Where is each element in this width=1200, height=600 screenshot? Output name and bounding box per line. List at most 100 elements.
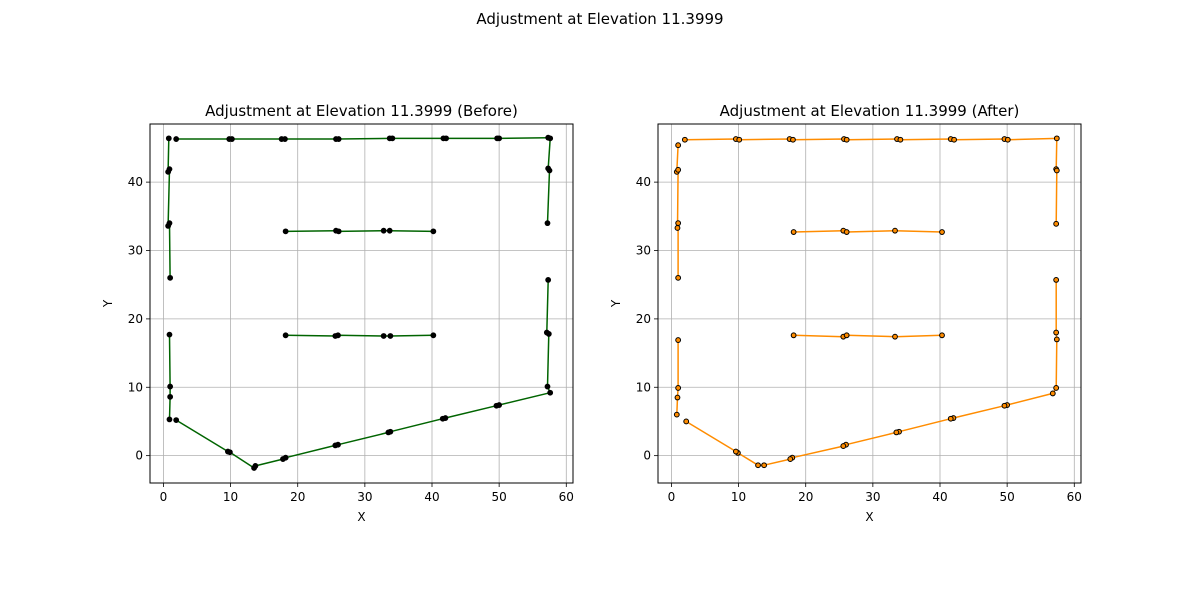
data-point — [335, 228, 342, 235]
series-line — [285, 229, 434, 233]
data-point — [545, 331, 552, 337]
data-point — [166, 416, 173, 423]
data-point — [755, 462, 761, 469]
data-point — [787, 456, 794, 462]
x-tick-label: 30 — [865, 490, 880, 504]
data-point — [380, 227, 387, 234]
data-point — [1053, 277, 1060, 283]
data-point — [1001, 402, 1008, 409]
data-point — [1004, 136, 1011, 143]
data-point — [675, 274, 682, 281]
data-point — [790, 332, 797, 339]
y-tick-label: 10 — [636, 380, 651, 394]
data-point — [547, 135, 554, 142]
y-tick-label: 40 — [128, 175, 143, 189]
x-axis-label: X — [357, 510, 365, 524]
data-point — [892, 227, 898, 234]
data-point — [430, 332, 437, 339]
data-point — [1053, 135, 1060, 142]
y-axis-label: Y — [609, 299, 623, 308]
data-point — [840, 443, 847, 449]
data-point — [736, 136, 743, 143]
data-point — [675, 385, 682, 391]
data-points — [673, 135, 1060, 469]
data-point — [790, 136, 796, 143]
data-point — [386, 227, 393, 234]
data-point — [224, 448, 231, 455]
data-point — [173, 136, 180, 142]
data-point — [493, 402, 500, 409]
data-points — [165, 134, 554, 471]
x-tick-label: 50 — [1000, 490, 1015, 504]
x-tick-label: 30 — [357, 490, 372, 504]
series-line — [676, 340, 679, 415]
series-line — [168, 334, 171, 420]
data-point — [439, 415, 446, 422]
data-point — [892, 333, 898, 340]
data-point — [496, 135, 503, 142]
data-point — [732, 448, 739, 455]
axis-ticks: 0 10 20 30 40 50 60 0 10 20 30 40 — [636, 175, 1082, 504]
data-point — [675, 166, 682, 173]
chart-before: 0 10 20 30 40 50 60 0 10 20 30 40 Adjustment at Ele… — [101, 102, 574, 524]
data-point — [544, 383, 551, 390]
data-point — [166, 331, 173, 338]
data-point — [843, 332, 850, 339]
figure-suptitle: Adjustment at Elevation 11.3999 — [476, 10, 723, 28]
data-point — [1053, 385, 1060, 391]
data-point — [675, 337, 682, 343]
data-point — [430, 228, 437, 235]
series-line — [285, 334, 434, 337]
data-point — [681, 136, 688, 143]
data-point — [951, 136, 957, 143]
x-tick-label: 0 — [160, 490, 168, 504]
chart-title: Adjustment at Elevation 11.3999 (After) — [720, 102, 1020, 120]
data-point — [683, 418, 690, 425]
x-tick-label: 40 — [424, 490, 439, 504]
data-point — [282, 228, 289, 235]
data-point — [385, 429, 392, 436]
x-tick-label: 0 — [668, 490, 676, 504]
y-tick-label: 30 — [636, 244, 651, 258]
data-point — [335, 136, 342, 142]
data-point — [389, 135, 396, 142]
x-tick-label: 50 — [492, 490, 507, 504]
data-point — [673, 411, 680, 418]
data-point — [443, 135, 450, 142]
series-line — [176, 136, 551, 224]
data-point — [335, 332, 341, 339]
data-point — [545, 277, 552, 283]
data-point — [843, 229, 850, 235]
data-point — [167, 274, 174, 281]
data-point — [675, 220, 682, 227]
y-tick-label: 20 — [128, 312, 143, 326]
data-point — [387, 333, 394, 339]
data-point — [761, 462, 767, 469]
data-point — [282, 136, 288, 142]
grid-lines — [658, 124, 1081, 483]
data-point — [843, 136, 850, 143]
data-point — [165, 135, 172, 142]
series-line — [167, 138, 171, 278]
data-point — [939, 229, 945, 235]
data-point — [229, 136, 235, 142]
x-tick-label: 60 — [1067, 490, 1082, 504]
data-point — [1049, 390, 1056, 397]
y-tick-label: 30 — [128, 244, 143, 258]
data-point — [1053, 336, 1060, 343]
data-point — [251, 465, 257, 471]
data-point — [544, 220, 551, 227]
x-tick-label: 20 — [290, 490, 305, 504]
data-point — [790, 229, 797, 235]
data-point — [939, 332, 945, 339]
series-line — [793, 334, 943, 338]
x-tick-label: 40 — [932, 490, 947, 504]
y-tick-label: 0 — [643, 449, 651, 463]
axes-frame — [149, 123, 574, 484]
data-point — [1053, 329, 1060, 336]
chart-title: Adjustment at Elevation 11.3999 (Before) — [205, 102, 518, 120]
data-point — [893, 429, 900, 436]
data-point — [167, 383, 174, 390]
